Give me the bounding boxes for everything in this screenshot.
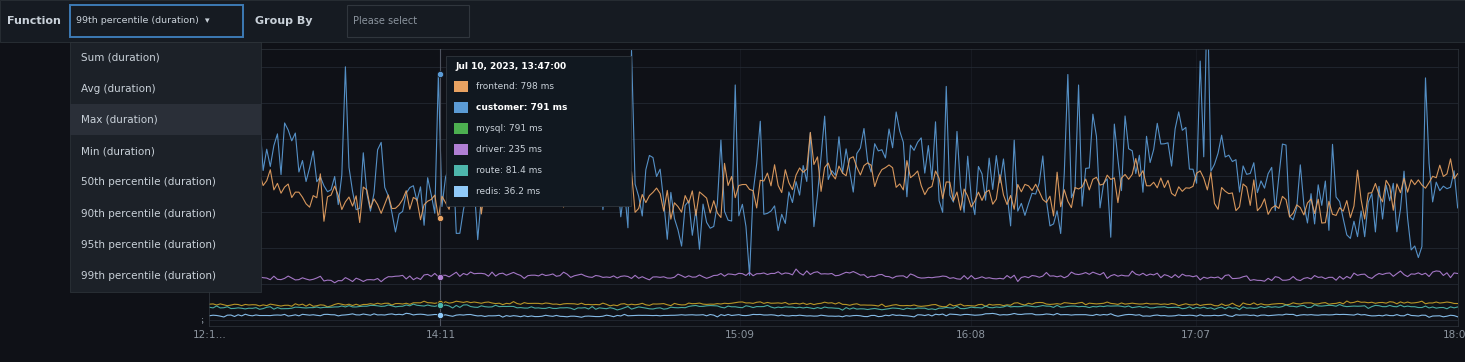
Text: customer: 791 ms: customer: 791 ms — [476, 103, 567, 112]
Text: 90th percentile (duration): 90th percentile (duration) — [81, 209, 215, 219]
Text: Please select: Please select — [353, 16, 418, 26]
Bar — [0, 42, 202, 326]
Text: Max (duration): Max (duration) — [81, 115, 157, 125]
Bar — [454, 165, 469, 176]
Text: Group By: Group By — [255, 16, 312, 26]
Text: Avg (duration): Avg (duration) — [81, 84, 155, 93]
Text: driver: 235 ms: driver: 235 ms — [476, 145, 542, 154]
Text: route: 81.4 ms: route: 81.4 ms — [476, 166, 542, 175]
Bar — [70, 104, 261, 135]
Bar — [0, 0, 1465, 42]
Text: Sum (duration): Sum (duration) — [81, 52, 160, 62]
Text: redis: 36.2 ms: redis: 36.2 ms — [476, 187, 539, 196]
Text: mysql: 791 ms: mysql: 791 ms — [476, 124, 542, 133]
Bar — [70, 42, 261, 292]
Text: Jul 10, 2023, 13:47:00: Jul 10, 2023, 13:47:00 — [456, 62, 565, 71]
Text: Min (duration): Min (duration) — [81, 146, 154, 156]
Bar — [454, 144, 469, 155]
Text: frontend: 798 ms: frontend: 798 ms — [476, 82, 554, 91]
Text: 50th percentile (duration): 50th percentile (duration) — [81, 177, 215, 187]
Bar — [347, 5, 469, 37]
Text: Function: Function — [7, 16, 62, 26]
Bar — [454, 186, 469, 197]
Text: 99th percentile (duration): 99th percentile (duration) — [81, 271, 215, 281]
Bar — [454, 123, 469, 134]
Bar — [70, 5, 243, 37]
Text: 99th percentile (duration)  ▾: 99th percentile (duration) ▾ — [76, 16, 209, 25]
Text: 95th percentile (duration): 95th percentile (duration) — [81, 240, 215, 250]
Bar — [454, 102, 469, 113]
Bar — [447, 56, 631, 206]
Bar — [454, 81, 469, 92]
